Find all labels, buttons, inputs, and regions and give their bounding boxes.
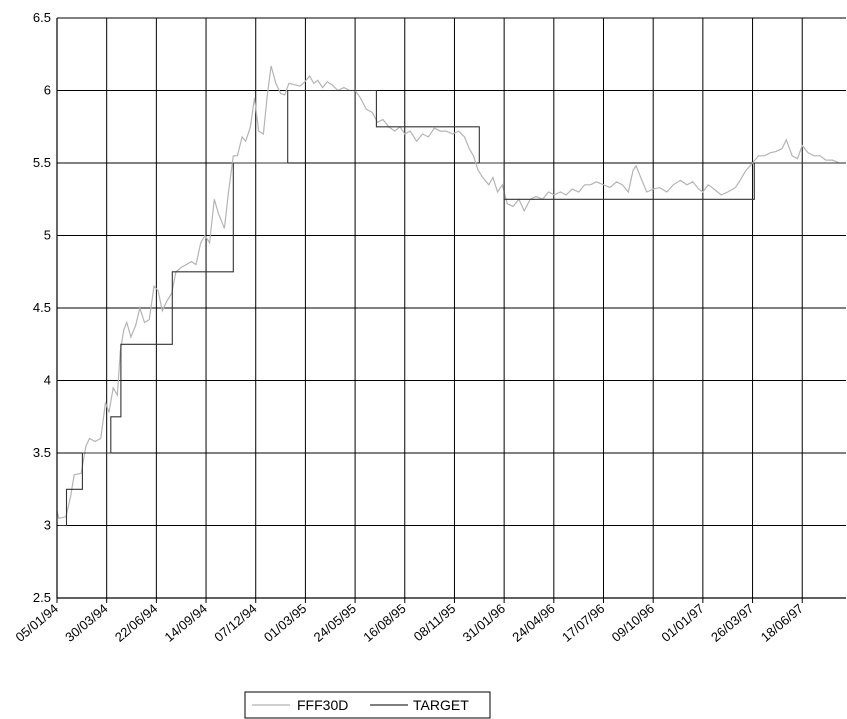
x-tick-label: 26/03/97 bbox=[708, 601, 756, 645]
x-tick-label: 22/06/94 bbox=[112, 601, 160, 645]
x-tick-label: 14/09/94 bbox=[162, 601, 210, 645]
x-tick-label: 24/05/95 bbox=[311, 601, 359, 645]
y-tick-label: 2.5 bbox=[33, 590, 51, 605]
x-axis-ticks: 05/01/94 30/03/94 22/06/94 14/09/94 07/12/94… bbox=[13, 601, 807, 645]
y-tick-label: 4.5 bbox=[33, 300, 51, 315]
series-line-fff30d bbox=[56, 65, 846, 520]
series-lines bbox=[56, 65, 846, 527]
x-tick-label: 01/01/97 bbox=[658, 601, 706, 645]
plot-frame bbox=[56, 18, 846, 599]
x-tick-label: 18/06/97 bbox=[758, 601, 806, 645]
y-tick-label: 3.5 bbox=[33, 445, 51, 460]
x-tick-label: 17/07/96 bbox=[559, 601, 607, 645]
x-tick-label: 16/08/95 bbox=[360, 601, 408, 645]
series-line-target bbox=[58, 89, 846, 527]
y-tick-label: 3 bbox=[44, 518, 51, 533]
x-tick-label: 30/03/94 bbox=[62, 601, 110, 645]
x-tick-label: 08/11/95 bbox=[411, 601, 459, 644]
x-tick-label: 24/04/96 bbox=[509, 601, 557, 645]
x-tick-label: 31/01/96 bbox=[460, 601, 508, 645]
x-tick-label: 09/10/96 bbox=[609, 601, 657, 645]
legend-label-fff30d: FFF30D bbox=[297, 697, 348, 713]
x-tick-label: 01/03/95 bbox=[261, 601, 309, 645]
legend: FFF30D TARGET bbox=[244, 691, 491, 719]
y-tick-label: 6 bbox=[44, 83, 51, 98]
y-tick-label: 5.5 bbox=[33, 155, 51, 170]
legend-label-target: TARGET bbox=[413, 697, 469, 713]
x-tick-label: 05/01/94 bbox=[13, 601, 61, 645]
y-tick-label: 5 bbox=[44, 228, 51, 243]
gridlines bbox=[56, 17, 846, 603]
y-tick-label: 4 bbox=[44, 373, 51, 388]
y-axis-ticks: 6.5 6 5.5 5 4.5 4 3.5 3 2.5 bbox=[33, 10, 51, 605]
y-tick-label: 6.5 bbox=[33, 10, 51, 25]
x-tick-label: 07/12/94 bbox=[211, 601, 259, 645]
